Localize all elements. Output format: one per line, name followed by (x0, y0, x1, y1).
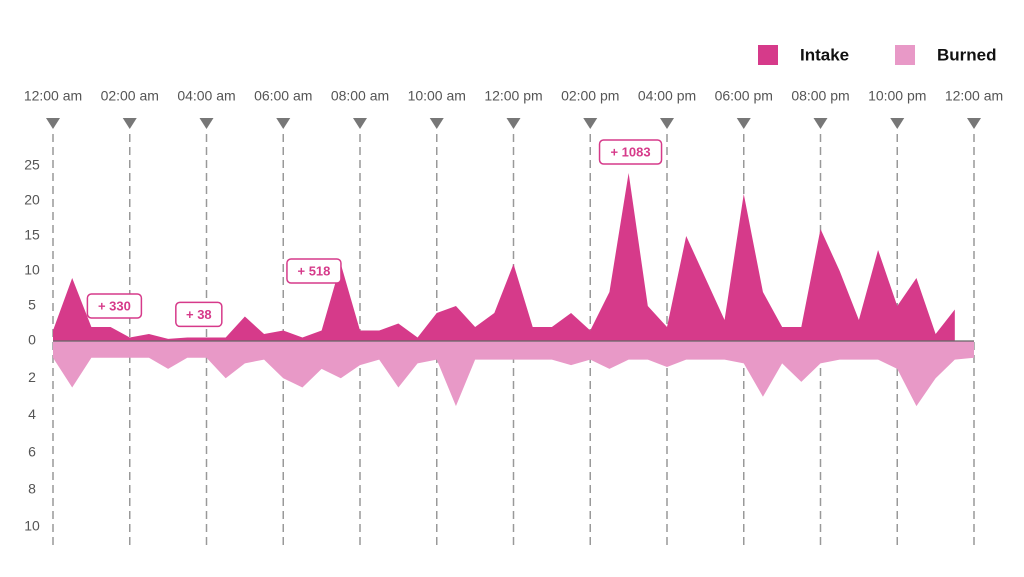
tick-marker (967, 118, 981, 129)
tick-marker (660, 118, 674, 129)
y2-tick-label: 8 (28, 481, 36, 497)
y2-tick-label: 4 (28, 406, 36, 422)
annotation: + 330 (98, 298, 131, 313)
annotation: + 518 (297, 263, 330, 278)
y-tick-label: 20 (24, 192, 40, 208)
tick-marker (429, 118, 444, 129)
tick-marker (353, 118, 367, 129)
legend-swatch (758, 45, 778, 65)
annotation-box (286, 258, 342, 284)
y-tick-label: 0 (28, 332, 36, 348)
x-tick-label: 02:00 am (101, 88, 159, 104)
tick-marker (122, 118, 137, 129)
tick-marker (890, 118, 905, 129)
area (53, 341, 974, 407)
tick-marker (506, 118, 521, 129)
x-tick-label: 06:00 pm (715, 88, 773, 104)
y-tick-label: 5 (28, 297, 36, 313)
y-tick-label: 15 (24, 227, 40, 243)
legend-swatch (895, 45, 915, 65)
x-tick-label: 04:00 am (177, 88, 235, 104)
y2-tick-label: 10 (24, 518, 40, 534)
tick-marker (46, 118, 60, 129)
tick-marker (583, 118, 598, 129)
tick-marker (813, 118, 828, 129)
annotation: + 38 (186, 307, 212, 322)
legend-label: Burned (937, 45, 997, 64)
x-tick-label: 10:00 am (408, 88, 466, 104)
tick-marker (276, 118, 291, 129)
x-tick-label: 12:00 am (945, 88, 1003, 104)
y-tick-label: 25 (24, 157, 40, 173)
y-tick-label: 10 (24, 262, 40, 278)
tick-marker (736, 118, 751, 129)
x-tick-label: 06:00 am (254, 88, 312, 104)
x-tick-label: 10:00 pm (868, 88, 926, 104)
annotation-box (598, 139, 663, 165)
x-tick-label: 08:00 am (331, 88, 389, 104)
legend-label: Intake (800, 45, 849, 64)
area (53, 173, 955, 341)
annotation-box (175, 301, 223, 328)
tick-marker (199, 118, 214, 129)
annotation: + 1083 (610, 144, 650, 159)
x-tick-label: 08:00 pm (791, 88, 849, 104)
x-tick-label: 12:00 pm (484, 88, 542, 104)
x-tick-label: 04:00 pm (638, 88, 696, 104)
x-tick-label: 12:00 am (24, 88, 82, 104)
x-tick-label: 02:00 pm (561, 88, 619, 104)
annotation-box (86, 293, 143, 319)
y2-tick-label: 2 (28, 369, 36, 385)
y2-tick-label: 6 (28, 443, 36, 459)
